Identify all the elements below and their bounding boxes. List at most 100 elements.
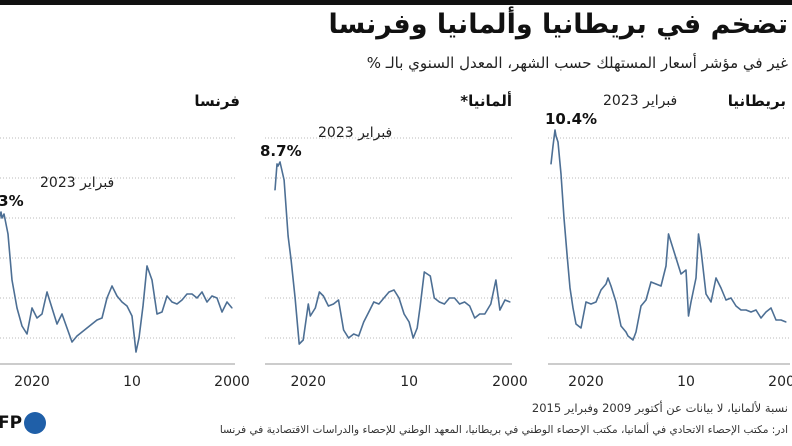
data-point	[423, 271, 425, 273]
chart-title: تضخم في بريطانيا وألمانيا وفرنسا	[328, 9, 788, 40]
data-point	[3, 213, 5, 215]
data-point	[91, 323, 93, 325]
data-point	[221, 311, 223, 313]
data-point	[353, 333, 355, 335]
annotation-date: فبراير 2023	[318, 125, 392, 141]
data-point	[161, 311, 163, 313]
data-point	[690, 301, 692, 303]
data-point	[600, 289, 602, 291]
data-point	[101, 317, 103, 319]
data-point	[697, 233, 700, 235]
data-point	[1, 217, 3, 219]
data-point	[86, 327, 88, 329]
x-tick-label: 10	[400, 374, 418, 390]
data-point	[322, 295, 324, 297]
panel-title-uk: بريطانيا	[727, 92, 786, 110]
data-point	[667, 233, 670, 235]
data-point	[416, 327, 418, 329]
data-point	[645, 299, 647, 301]
data-point	[309, 315, 311, 317]
afp-logo-dot	[24, 412, 47, 434]
data-point	[96, 319, 98, 321]
data-point	[358, 335, 360, 337]
data-point	[552, 145, 554, 147]
chart-subtitle: غير في مؤشر أسعار المستهلك حسب الشهر، ال…	[366, 54, 788, 72]
annotation-value: 10.4%	[545, 110, 597, 128]
top-rule	[0, 0, 792, 5]
annotation-date: فبراير 2023	[603, 93, 677, 109]
data-point	[388, 291, 390, 293]
data-point	[26, 333, 28, 335]
data-point	[580, 327, 582, 329]
data-point	[274, 189, 276, 191]
data-point	[627, 335, 629, 337]
data-point	[605, 283, 607, 285]
data-point	[575, 323, 577, 325]
data-point	[216, 297, 218, 299]
data-point	[412, 337, 414, 339]
data-point	[484, 313, 486, 315]
panel-title-germany: ألمانيا*	[460, 92, 512, 110]
data-point	[31, 307, 33, 309]
data-point	[298, 343, 300, 345]
data-point	[196, 297, 198, 299]
data-point	[610, 285, 612, 287]
data-point	[51, 307, 53, 309]
data-point	[685, 269, 687, 271]
data-point	[231, 307, 233, 309]
data-point	[715, 277, 717, 279]
data-point	[318, 291, 320, 293]
x-tick-label: 10	[123, 374, 141, 390]
data-point	[474, 317, 476, 319]
data-point	[660, 285, 662, 287]
data-point	[740, 309, 742, 311]
data-point	[607, 277, 609, 279]
data-point	[76, 335, 78, 337]
data-point	[625, 331, 627, 333]
data-point	[655, 283, 657, 285]
data-point	[378, 303, 380, 305]
data-point	[61, 313, 63, 315]
data-point	[615, 301, 617, 303]
data-point	[307, 303, 309, 305]
footnote: نسبة لألمانيا، لا بيانات عن أكتوبر 2009 …	[531, 401, 788, 415]
data-point	[403, 313, 405, 315]
x-tick-label: 2000	[768, 374, 792, 390]
data-point	[7, 233, 9, 235]
data-point	[186, 293, 188, 295]
data-point	[495, 279, 497, 281]
data-point	[443, 303, 446, 305]
data-point	[458, 303, 461, 305]
data-point	[46, 291, 48, 293]
data-point	[650, 281, 652, 283]
data-point	[398, 297, 400, 299]
series-line	[550, 129, 787, 341]
data-point	[563, 217, 565, 219]
data-point	[11, 279, 13, 281]
data-point	[302, 339, 304, 341]
data-point	[695, 277, 697, 279]
data-point	[176, 303, 178, 305]
data-point	[419, 305, 421, 307]
data-point	[680, 273, 682, 275]
data-point	[469, 305, 471, 307]
data-point	[201, 291, 203, 293]
data-point	[21, 325, 23, 327]
data-point	[116, 295, 118, 297]
data-point	[585, 301, 587, 303]
data-point	[206, 301, 208, 303]
x-tick-label: 2020	[290, 374, 326, 390]
data-point	[750, 311, 752, 313]
data-point	[464, 301, 466, 303]
data-point	[226, 301, 228, 303]
x-tick-label: 2020	[568, 374, 604, 390]
data-point	[131, 315, 133, 317]
data-point	[0, 211, 2, 213]
data-point	[348, 337, 350, 339]
charts-svg: 2000 10 2020 فبراير 2023 10.4% 2000 10 2020 فبرا…	[0, 93, 792, 390]
data-point	[730, 297, 732, 299]
data-point	[635, 331, 637, 333]
data-point	[56, 323, 58, 325]
data-point	[332, 303, 335, 305]
data-point	[770, 307, 772, 309]
